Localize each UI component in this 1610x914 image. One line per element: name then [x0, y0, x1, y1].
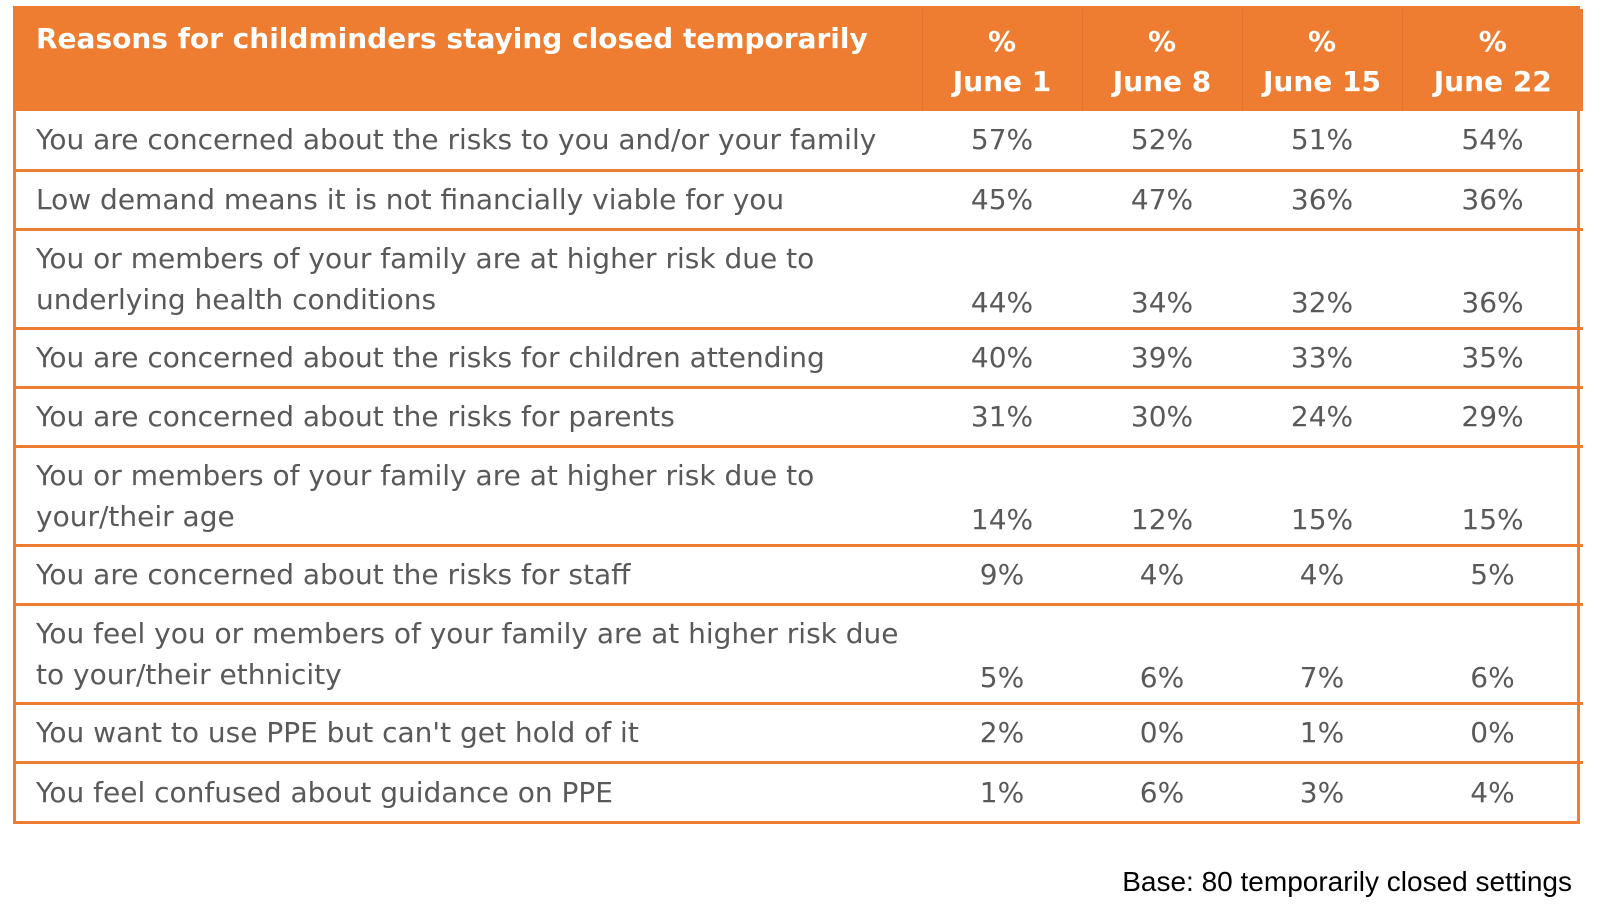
- column-header-june-1: % June 1: [921, 9, 1082, 111]
- column-unit: %: [1147, 25, 1177, 58]
- row-value: 52%: [1130, 123, 1194, 157]
- row-value: 6%: [1139, 660, 1185, 694]
- table-row: You are concerned about the risks to you…: [16, 111, 1583, 170]
- row-value: 32%: [1290, 285, 1354, 319]
- column-header-june-15: % June 15: [1241, 9, 1402, 111]
- row-reason: You feel you or members of your family a…: [36, 616, 899, 691]
- column-header-june-22: % June 22: [1401, 9, 1583, 111]
- row-value: 1%: [979, 775, 1025, 809]
- table-row: You or members of your family are at hig…: [16, 229, 1583, 328]
- row-value: 0%: [1470, 716, 1515, 749]
- row-value: 4%: [1139, 558, 1185, 591]
- column-unit: %: [1307, 25, 1337, 58]
- table-header-row: Reasons for childminders staying closed …: [16, 9, 1583, 111]
- table-row: You feel confused about guidance on PPE 1…: [16, 762, 1583, 821]
- row-reason: You are concerned about the risks for pa…: [36, 400, 675, 433]
- row-value: 45%: [970, 183, 1034, 216]
- column-label: June 22: [1433, 65, 1552, 98]
- row-value: 4%: [1299, 558, 1345, 591]
- row-value: 36%: [1290, 183, 1354, 216]
- column-label: June 15: [1263, 65, 1381, 98]
- row-value: 5%: [979, 660, 1025, 694]
- row-value: 30%: [1130, 400, 1194, 433]
- row-value: 51%: [1290, 123, 1354, 157]
- row-value: 54%: [1461, 123, 1524, 157]
- row-reason: You want to use PPE but can't get hold o…: [36, 716, 639, 749]
- reasons-table: Reasons for childminders staying closed …: [13, 6, 1583, 824]
- row-value: 6%: [1139, 775, 1185, 809]
- column-unit: %: [987, 25, 1017, 58]
- column-unit: %: [1478, 25, 1507, 58]
- row-value: 2%: [979, 716, 1025, 749]
- row-value: 34%: [1130, 285, 1194, 319]
- row-value: 4%: [1470, 775, 1515, 809]
- row-value: 36%: [1461, 183, 1524, 216]
- table-row: You are concerned about the risks for ch…: [16, 328, 1583, 387]
- row-value: 36%: [1461, 285, 1524, 319]
- table-title: Reasons for childminders staying closed …: [36, 22, 868, 55]
- row-value: 24%: [1290, 400, 1354, 433]
- row-reason: You feel confused about guidance on PPE: [36, 775, 613, 809]
- base-note: Base: 80 temporarily closed settings: [1122, 866, 1572, 897]
- row-value: 7%: [1299, 660, 1345, 694]
- table-row: You or members of your family are at hig…: [16, 446, 1583, 545]
- row-value: 33%: [1290, 341, 1354, 374]
- row-value: 44%: [970, 285, 1034, 319]
- row-value: 39%: [1130, 341, 1194, 374]
- table-row: You feel you or members of your family a…: [16, 604, 1583, 703]
- row-value: 40%: [970, 341, 1034, 374]
- row-value: 29%: [1461, 400, 1524, 433]
- row-value: 35%: [1461, 341, 1524, 374]
- row-reason: You are concerned about the risks to you…: [36, 123, 877, 157]
- row-value: 15%: [1290, 502, 1354, 536]
- column-label: June 1: [952, 65, 1052, 98]
- row-value: 5%: [1470, 558, 1515, 591]
- row-reason: Low demand means it is not financially v…: [36, 183, 785, 216]
- row-value: 3%: [1299, 775, 1345, 809]
- row-reason: You are concerned about the risks for st…: [36, 558, 631, 591]
- row-value: 0%: [1139, 716, 1185, 749]
- row-value: 12%: [1130, 502, 1194, 536]
- row-value: 14%: [970, 502, 1034, 536]
- row-reason: You or members of your family are at hig…: [36, 458, 815, 533]
- column-label: June 8: [1112, 65, 1212, 98]
- column-header-june-8: % June 8: [1081, 9, 1242, 111]
- table-row: You are concerned about the risks for pa…: [16, 387, 1583, 446]
- row-value: 47%: [1130, 183, 1194, 216]
- row-value: 1%: [1299, 716, 1345, 749]
- table-row: You want to use PPE but can't get hold o…: [16, 703, 1583, 762]
- row-reason: You or members of your family are at hig…: [36, 241, 815, 316]
- table-row: Low demand means it is not financially v…: [16, 170, 1583, 229]
- row-reason: You are concerned about the risks for ch…: [36, 341, 825, 374]
- row-value: 15%: [1461, 502, 1524, 536]
- row-value: 31%: [970, 400, 1034, 433]
- row-value: 57%: [970, 123, 1034, 157]
- row-value: 6%: [1470, 660, 1515, 694]
- table-row: You are concerned about the risks for st…: [16, 545, 1583, 604]
- table-body: You are concerned about the risks to you…: [16, 111, 1583, 821]
- row-value: 9%: [979, 558, 1025, 591]
